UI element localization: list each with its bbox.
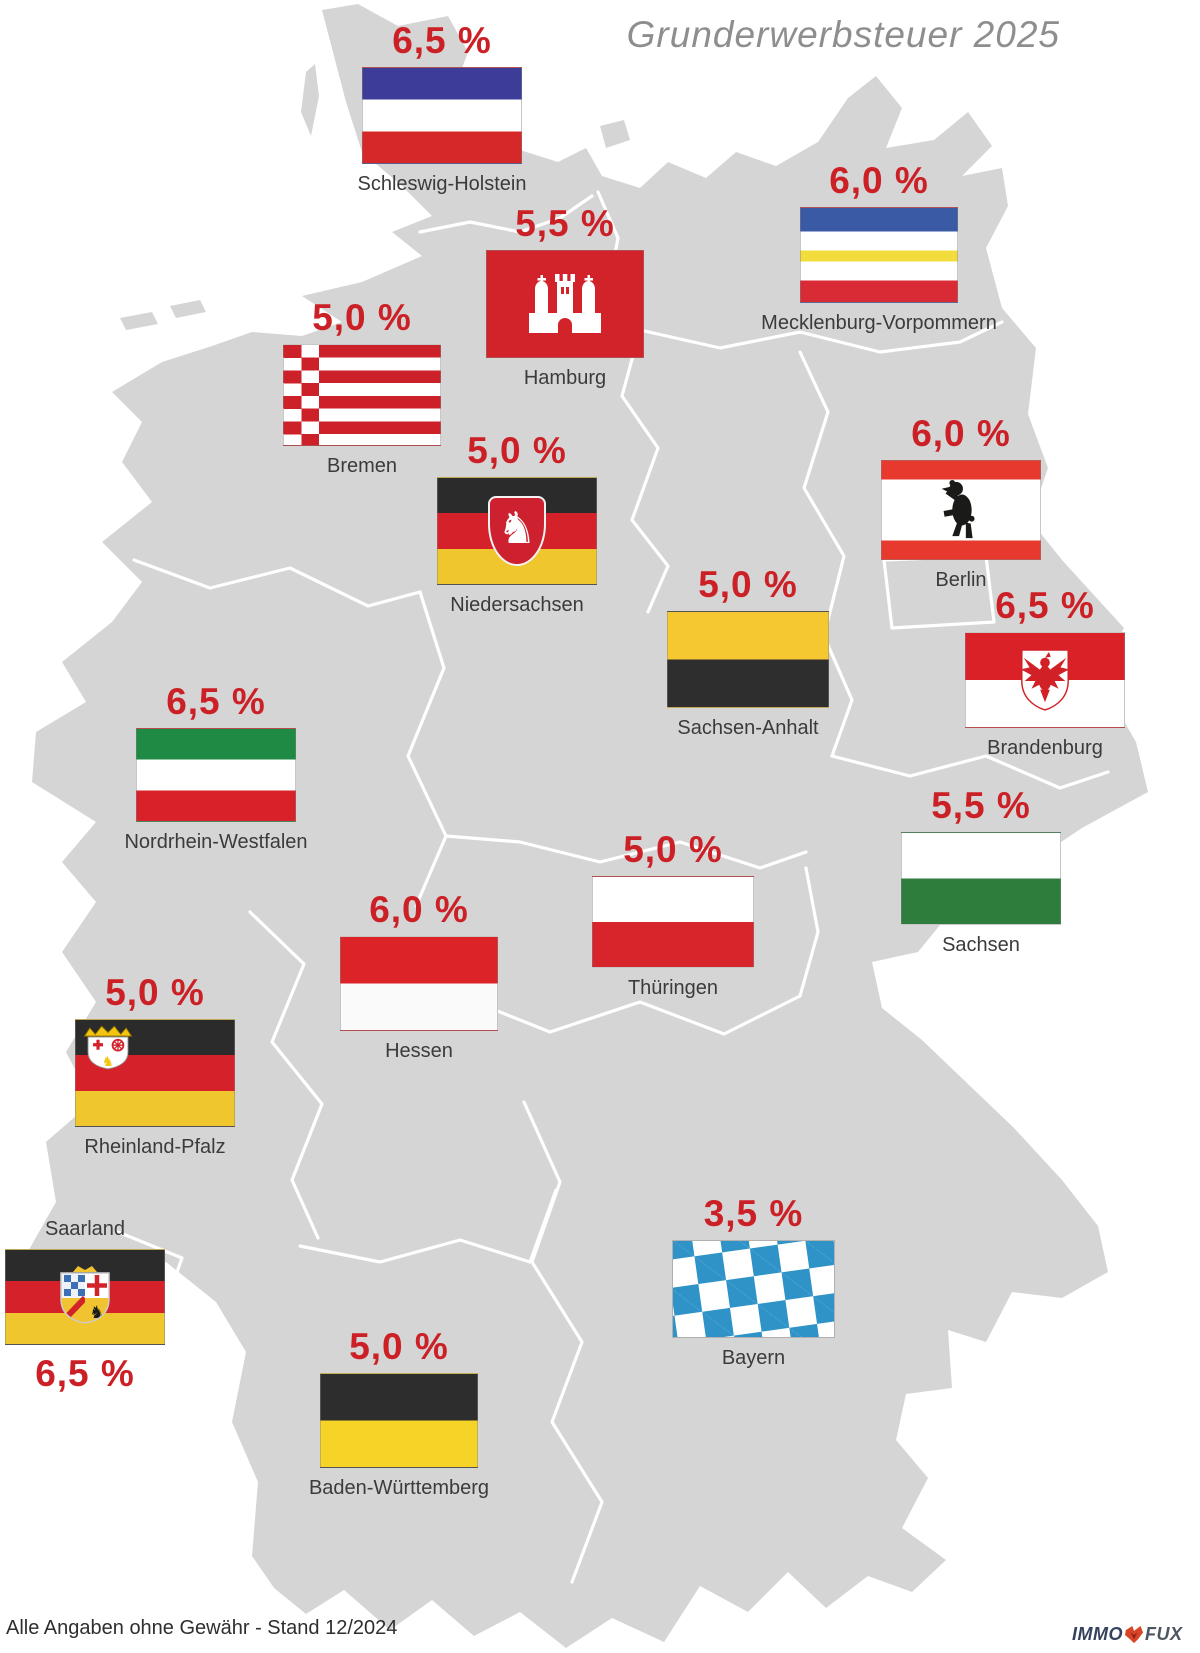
tax-rate: 3,5 % xyxy=(703,1193,804,1234)
tax-rate: 6,5 % xyxy=(392,20,492,61)
state-label: Brandenburg xyxy=(987,737,1103,759)
tax-rate: 5,0 % xyxy=(105,972,205,1013)
state-label: Rheinland-Pfalz xyxy=(84,1136,226,1158)
state-hamburg: 5,5 % Hamburg xyxy=(486,203,644,390)
castle-icon xyxy=(529,274,601,333)
tax-rate: 6,5 % xyxy=(995,585,1095,626)
mecklenburg-vorpommern-flag xyxy=(800,207,958,303)
state-mecklenburg-vorpommern: 6,0 % Mecklenburg-Vorpommern xyxy=(761,160,997,335)
state-label: Schleswig-Holstein xyxy=(357,173,527,195)
tax-rate: 6,5 % xyxy=(166,681,266,722)
coat-of-arms-icon: ♞ xyxy=(60,1266,110,1324)
state-label: Bremen xyxy=(326,455,398,477)
state-label: Thüringen xyxy=(627,977,719,999)
hessen-flag xyxy=(340,936,498,1031)
island xyxy=(170,300,206,318)
state-brandenburg: 6,5 % Brandenburg xyxy=(965,585,1125,760)
sachsen-anhalt-flag xyxy=(667,611,829,708)
tax-rate: 6,5 % xyxy=(35,1353,135,1394)
state-label: Saarland xyxy=(44,1218,126,1240)
page-title: Grunderwerbsteuer 2025 xyxy=(626,14,1060,55)
state-nordrhein-westfalen: 6,5 % Nordrhein-Westfalen xyxy=(124,681,307,854)
state-label: Sachsen xyxy=(942,934,1020,956)
thueringen-flag xyxy=(592,876,754,968)
state-thueringen: 5,0 % Thüringen xyxy=(592,829,754,1000)
tax-rate: 5,5 % xyxy=(515,203,615,244)
bayern-flag xyxy=(672,1240,835,1338)
state-label: Baden-Württemberg xyxy=(308,1477,490,1499)
brandenburg-flag xyxy=(965,632,1125,728)
fox-icon xyxy=(1125,1625,1143,1643)
tax-rate: 5,0 % xyxy=(312,297,412,338)
state-bremen: 5,0 % Bremen xyxy=(283,297,441,478)
state-rheinland-pfalz: 5,0 % ♞ Rheinland-Pfalz xyxy=(75,972,235,1159)
coat-of-arms-icon: ♞ xyxy=(83,1025,133,1070)
disclaimer-text: Alle Angaben ohne Gewähr - Stand 12/2024 xyxy=(6,1617,398,1639)
state-berlin: 6,0 % Berlin xyxy=(881,413,1041,592)
saxon-horse-icon: ♞ xyxy=(488,496,546,566)
logo-text-immo: IMMO xyxy=(1072,1624,1123,1644)
bremen-checker-hoist xyxy=(284,345,319,445)
state-baden-wuerttemberg: 5,0 % Baden-Württemberg xyxy=(309,1326,489,1500)
state-bayern: 3,5 % Bayern xyxy=(672,1193,835,1370)
state-label: Hamburg xyxy=(523,367,607,389)
state-label: Bayern xyxy=(721,1347,786,1369)
tax-rate: 5,0 % xyxy=(349,1326,449,1367)
baden-wuerttemberg-flag xyxy=(320,1373,478,1468)
state-label: Berlin xyxy=(935,569,987,591)
bavarian-lozenges xyxy=(673,1241,834,1337)
tax-rate: 6,0 % xyxy=(829,160,929,201)
state-sachsen: 5,5 % Sachsen xyxy=(901,785,1061,957)
state-schleswig-holstein: 6,5 % Schleswig-Holstein xyxy=(358,20,527,196)
sachsen-flag xyxy=(901,832,1061,925)
state-niedersachsen: 5,0 % ♞ Niedersachsen xyxy=(437,430,597,617)
tax-rate: 5,0 % xyxy=(623,829,723,870)
eagle-icon xyxy=(1020,649,1070,711)
logo-text-fux: FUX xyxy=(1145,1624,1183,1644)
niedersachsen-flag: ♞ xyxy=(437,477,597,585)
svg-text:♞: ♞ xyxy=(102,1054,114,1069)
bear-icon xyxy=(941,480,975,539)
schleswig-holstein-flag xyxy=(362,67,522,164)
state-saarland: 6,5 % ♞ xyxy=(5,1218,165,1395)
tax-rate: 5,0 % xyxy=(698,564,798,605)
island xyxy=(600,120,630,148)
state-label: Mecklenburg-Vorpommern xyxy=(761,312,997,334)
rheinland-pfalz-flag: ♞ xyxy=(75,1019,235,1127)
tax-rate: 6,0 % xyxy=(369,889,469,930)
bremen-flag xyxy=(283,344,441,446)
island xyxy=(301,64,319,136)
state-label: Nordrhein-Westfalen xyxy=(124,831,308,853)
state-label: Hessen xyxy=(385,1040,453,1062)
berlin-flag xyxy=(881,460,1041,560)
nordrhein-westfalen-flag xyxy=(136,728,296,822)
hamburg-flag xyxy=(486,250,644,358)
immofux-logo: IMMO FUX xyxy=(1072,1624,1183,1645)
state-sachsen-anhalt: 5,0 % Sachsen-Anhalt xyxy=(667,564,829,740)
saarland-flag: ♞ xyxy=(5,1249,165,1345)
tax-rate: 5,5 % xyxy=(931,785,1031,826)
tax-rate: 5,0 % xyxy=(467,430,567,471)
state-hessen: 6,0 % Hessen xyxy=(340,889,498,1063)
state-label: Sachsen-Anhalt xyxy=(677,717,819,739)
state-label: Niedersachsen xyxy=(450,594,584,616)
island xyxy=(120,312,158,330)
tax-rate: 6,0 % xyxy=(911,413,1011,454)
